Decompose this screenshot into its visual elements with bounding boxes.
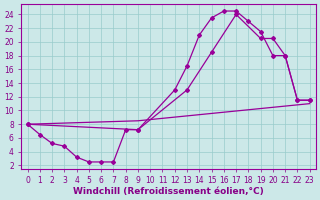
X-axis label: Windchill (Refroidissement éolien,°C): Windchill (Refroidissement éolien,°C) [73, 187, 264, 196]
